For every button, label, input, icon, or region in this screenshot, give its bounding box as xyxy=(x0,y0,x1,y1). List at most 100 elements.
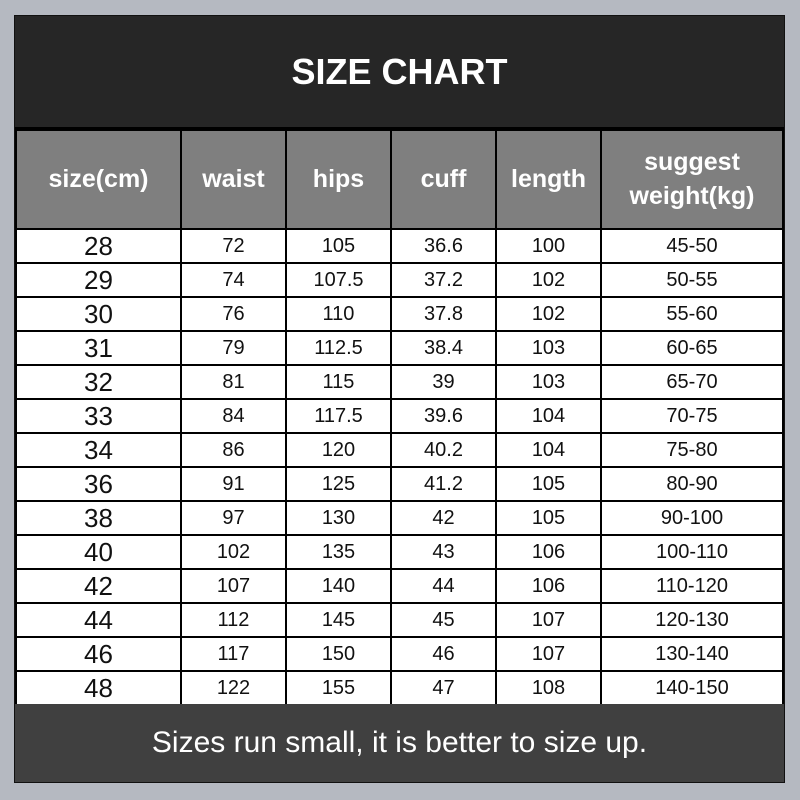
table-cell: 100 xyxy=(495,228,602,264)
table-cell: 107 xyxy=(495,602,602,638)
table-cell: 106 xyxy=(495,534,602,570)
footer-note: Sizes run small, it is better to size up… xyxy=(15,704,784,782)
table-cell: 45-50 xyxy=(600,228,784,264)
table-cell: 105 xyxy=(495,500,602,536)
table-cell: 43 xyxy=(390,534,497,570)
table-cell: 32 xyxy=(15,364,182,400)
table-cell: 112 xyxy=(180,602,287,638)
table-cell: 130 xyxy=(285,500,392,536)
table-cell: 103 xyxy=(495,364,602,400)
table-cell: 135 xyxy=(285,534,392,570)
table-row: 28 72 105 36.6 100 45-50 xyxy=(15,228,784,264)
column-header: hips xyxy=(285,129,392,230)
table-cell: 107 xyxy=(495,636,602,672)
table-cell: 42 xyxy=(390,500,497,536)
table-cell: 33 xyxy=(15,398,182,434)
table-cell: 155 xyxy=(285,670,392,706)
size-table: size(cm) waist hips cuff length suggest weigh… xyxy=(15,129,784,706)
table-cell: 76 xyxy=(180,296,287,332)
table-cell: 46 xyxy=(15,636,182,672)
size-chart: SIZE CHART size(cm) waist hips cuff length su… xyxy=(14,15,785,783)
table-cell: 102 xyxy=(180,534,287,570)
column-header: size(cm) xyxy=(15,129,182,230)
table-cell: 65-70 xyxy=(600,364,784,400)
table-cell: 34 xyxy=(15,432,182,468)
column-header: cuff xyxy=(390,129,497,230)
table-cell: 107 xyxy=(180,568,287,604)
table-cell: 29 xyxy=(15,262,182,298)
table-cell: 150 xyxy=(285,636,392,672)
table-cell: 122 xyxy=(180,670,287,706)
table-cell: 80-90 xyxy=(600,466,784,502)
table-cell: 48 xyxy=(15,670,182,706)
table-cell: 110-120 xyxy=(600,568,784,604)
table-cell: 45 xyxy=(390,602,497,638)
table-cell: 110 xyxy=(285,296,392,332)
table-row: 44 112 145 45 107 120-130 xyxy=(15,602,784,638)
table-cell: 36.6 xyxy=(390,228,497,264)
table-cell: 38.4 xyxy=(390,330,497,366)
table-cell: 104 xyxy=(495,432,602,468)
table-cell: 125 xyxy=(285,466,392,502)
table-cell: 79 xyxy=(180,330,287,366)
table-cell: 91 xyxy=(180,466,287,502)
table-cell: 37.8 xyxy=(390,296,497,332)
table-cell: 97 xyxy=(180,500,287,536)
table-cell: 120 xyxy=(285,432,392,468)
table-cell: 117 xyxy=(180,636,287,672)
table-row: 31 79 112.5 38.4 103 60-65 xyxy=(15,330,784,366)
table-cell: 104 xyxy=(495,398,602,434)
table-cell: 105 xyxy=(285,228,392,264)
table-cell: 75-80 xyxy=(600,432,784,468)
chart-title: SIZE CHART xyxy=(15,16,784,129)
table-cell: 36 xyxy=(15,466,182,502)
table-row: 38 97 130 42 105 90-100 xyxy=(15,500,784,536)
table-row: 36 91 125 41.2 105 80-90 xyxy=(15,466,784,502)
header-row: size(cm) waist hips cuff length suggest weigh… xyxy=(15,129,784,230)
table-cell: 55-60 xyxy=(600,296,784,332)
table-cell: 112.5 xyxy=(285,330,392,366)
table-cell: 140-150 xyxy=(600,670,784,706)
table-cell: 106 xyxy=(495,568,602,604)
table-cell: 108 xyxy=(495,670,602,706)
table-cell: 102 xyxy=(495,296,602,332)
table-cell: 60-65 xyxy=(600,330,784,366)
table-cell: 39.6 xyxy=(390,398,497,434)
table-cell: 44 xyxy=(15,602,182,638)
table-cell: 145 xyxy=(285,602,392,638)
table-cell: 46 xyxy=(390,636,497,672)
table-cell: 107.5 xyxy=(285,262,392,298)
table-cell: 140 xyxy=(285,568,392,604)
table-row: 34 86 120 40.2 104 75-80 xyxy=(15,432,784,468)
table-cell: 42 xyxy=(15,568,182,604)
table-cell: 41.2 xyxy=(390,466,497,502)
table-cell: 28 xyxy=(15,228,182,264)
table-cell: 115 xyxy=(285,364,392,400)
table-cell: 90-100 xyxy=(600,500,784,536)
table-row: 42 107 140 44 106 110-120 xyxy=(15,568,784,604)
table-cell: 47 xyxy=(390,670,497,706)
table-cell: 50-55 xyxy=(600,262,784,298)
table-cell: 105 xyxy=(495,466,602,502)
table-row: 30 76 110 37.8 102 55-60 xyxy=(15,296,784,332)
table-row: 40 102 135 43 106 100-110 xyxy=(15,534,784,570)
table-cell: 81 xyxy=(180,364,287,400)
table-cell: 103 xyxy=(495,330,602,366)
table-cell: 44 xyxy=(390,568,497,604)
table-cell: 84 xyxy=(180,398,287,434)
table-cell: 102 xyxy=(495,262,602,298)
table-cell: 86 xyxy=(180,432,287,468)
table-cell: 117.5 xyxy=(285,398,392,434)
table-cell: 40.2 xyxy=(390,432,497,468)
table-cell: 39 xyxy=(390,364,497,400)
table-row: 32 81 115 39 103 65-70 xyxy=(15,364,784,400)
table-cell: 74 xyxy=(180,262,287,298)
table-row: 29 74 107.5 37.2 102 50-55 xyxy=(15,262,784,298)
table-cell: 40 xyxy=(15,534,182,570)
column-header: waist xyxy=(180,129,287,230)
column-header: length xyxy=(495,129,602,230)
table-cell: 31 xyxy=(15,330,182,366)
table-cell: 130-140 xyxy=(600,636,784,672)
table-row: 48 122 155 47 108 140-150 xyxy=(15,670,784,706)
table-row: 46 117 150 46 107 130-140 xyxy=(15,636,784,672)
